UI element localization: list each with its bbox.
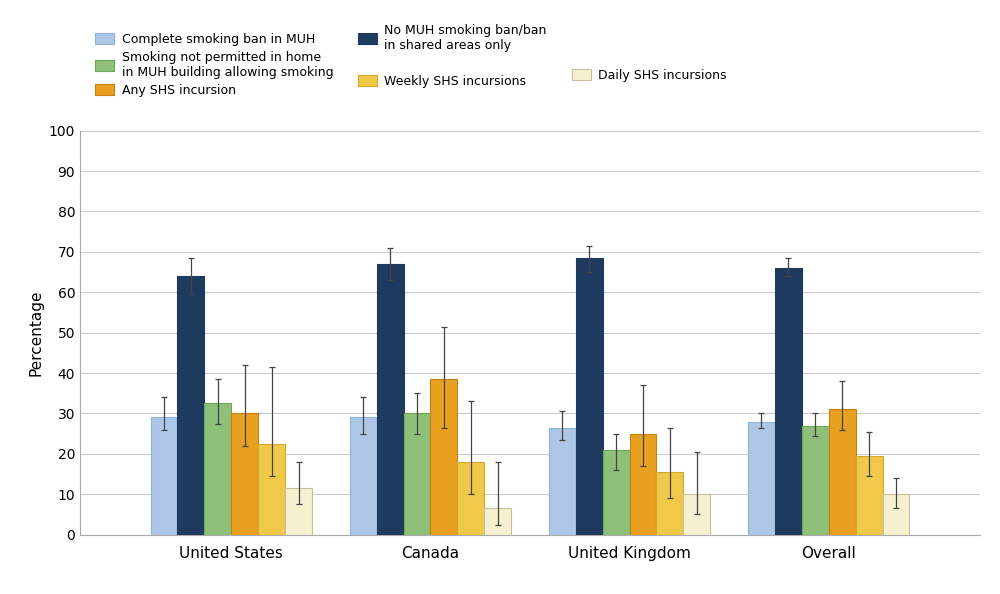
Bar <box>576 258 603 535</box>
Bar <box>829 409 856 535</box>
Bar <box>151 418 177 535</box>
Bar <box>484 508 511 535</box>
Bar <box>285 488 312 535</box>
Bar <box>656 472 683 535</box>
Bar <box>377 264 404 535</box>
Bar <box>775 268 802 535</box>
Bar <box>856 456 883 535</box>
Bar <box>231 413 258 535</box>
Bar <box>683 494 710 535</box>
Bar <box>350 418 377 535</box>
Bar <box>802 425 829 535</box>
Bar <box>883 494 909 535</box>
Bar <box>549 428 576 535</box>
Bar <box>430 379 457 535</box>
Y-axis label: Percentage: Percentage <box>28 289 43 376</box>
Bar <box>258 444 285 535</box>
Bar <box>177 276 204 535</box>
Bar <box>404 413 430 535</box>
Bar <box>204 403 231 535</box>
Bar <box>630 434 656 535</box>
Bar <box>457 462 484 535</box>
Bar <box>603 450 630 535</box>
Legend: Complete smoking ban in MUH, Smoking not permitted in home
in MUH building allow: Complete smoking ban in MUH, Smoking not… <box>95 24 726 97</box>
Bar <box>748 422 775 535</box>
